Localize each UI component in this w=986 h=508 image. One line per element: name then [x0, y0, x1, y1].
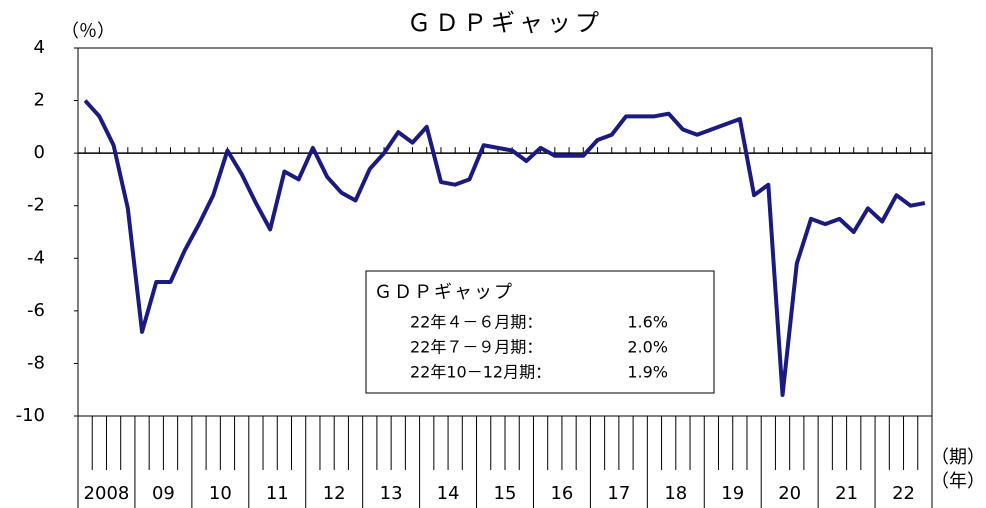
- year-label: 21: [835, 483, 858, 504]
- chart-title: ＧＤＰギャップ: [407, 9, 603, 37]
- y-tick-label: -4: [27, 247, 45, 268]
- year-label: 11: [266, 483, 289, 504]
- year-label: 19: [721, 483, 744, 504]
- y-tick-label: -10: [16, 405, 45, 426]
- year-label: 17: [607, 483, 630, 504]
- year-label: 10: [209, 483, 232, 504]
- annotation-label: 22年10－12月期：: [410, 363, 551, 382]
- year-label: 12: [323, 483, 346, 504]
- year-label: 16: [550, 483, 573, 504]
- y-tick-label: -2: [27, 195, 45, 216]
- annotation-label: 22年７－９月期：: [410, 338, 542, 357]
- year-label: 18: [664, 483, 687, 504]
- annotation-title: ＧＤＰギャップ: [374, 282, 514, 303]
- year-label: 22: [892, 483, 915, 504]
- line-series: [83, 99, 926, 397]
- year-label: 14: [437, 483, 460, 504]
- x-unit-quarter: （期）: [931, 447, 985, 468]
- y-tick-label: 2: [34, 90, 45, 111]
- y-tick-label: -8: [27, 352, 45, 373]
- y-unit: （％）: [61, 21, 115, 42]
- annotation-box: [365, 270, 715, 394]
- annotation-value: 1.6%: [627, 313, 668, 332]
- annotation-value: 1.9%: [627, 363, 668, 382]
- y-tick-label: 0: [34, 142, 45, 163]
- y-tick-label: -6: [27, 300, 45, 321]
- x-unit-year: （年）: [931, 471, 985, 492]
- y-tick-label: 4: [34, 37, 45, 58]
- annotation-label: 22年４－６月期：: [410, 313, 542, 332]
- annotation-value: 2.0%: [627, 338, 668, 357]
- year-label: 20: [778, 483, 801, 504]
- year-label: 15: [494, 483, 517, 504]
- year-label: 13: [380, 483, 403, 504]
- year-label: 09: [152, 483, 175, 504]
- year-label: 2008: [84, 483, 130, 504]
